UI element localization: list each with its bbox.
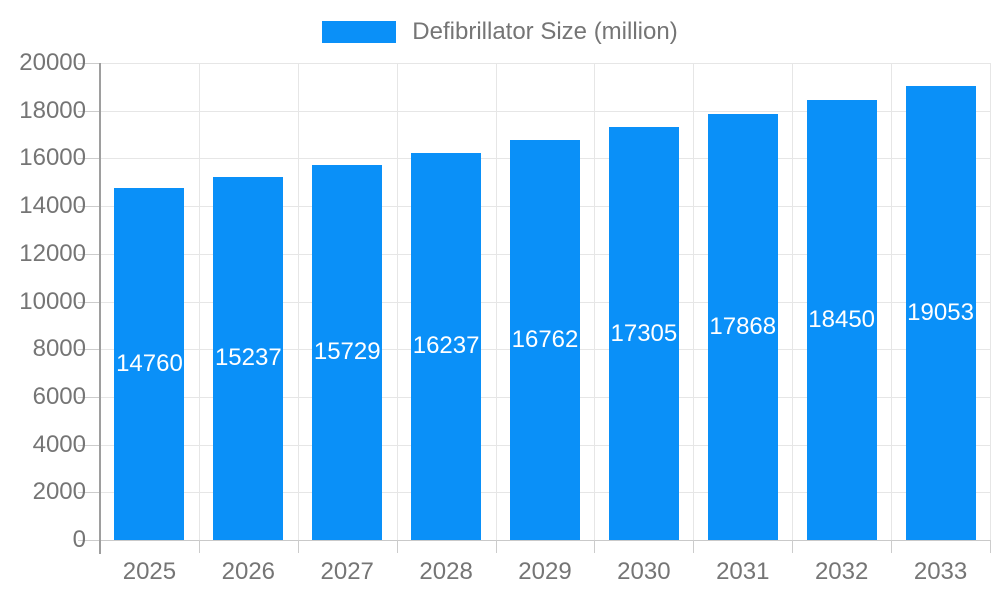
gridline-v: [792, 63, 794, 540]
bar-2025[interactable]: [114, 187, 185, 540]
x-axis-tick: [693, 540, 695, 553]
x-axis-label: 2030: [617, 558, 671, 585]
legend-swatch: [322, 21, 397, 43]
bar-value-label: 17305: [610, 319, 678, 347]
bar-value-label: 15237: [214, 344, 282, 372]
gridline-v: [297, 63, 299, 540]
x-axis-tick: [297, 540, 299, 553]
y-axis-tick: [78, 540, 100, 541]
y-axis-label: 0: [72, 526, 86, 553]
y-axis-tick: [78, 110, 100, 112]
x-axis-tick: [792, 540, 794, 553]
y-axis-tick: [78, 63, 100, 64]
gridline-v: [990, 63, 991, 540]
bar-value-label: 16762: [511, 326, 579, 354]
y-axis-label: 8000: [32, 335, 86, 363]
bar-value-label: 17868: [709, 312, 777, 340]
y-axis-tick: [78, 396, 100, 398]
x-axis-tick: [594, 540, 596, 553]
y-axis-label: 14000: [19, 192, 86, 220]
chart-legend[interactable]: Defibrillator Size (million): [0, 16, 1000, 48]
y-axis-tick: [78, 444, 100, 446]
x-axis-label: 2029: [518, 558, 572, 585]
gridline-v: [594, 63, 596, 540]
bar-value-label: 14760: [116, 349, 183, 377]
bar-2033[interactable]: [905, 85, 976, 540]
y-axis-line: [99, 63, 101, 554]
gridline-h: [100, 63, 990, 64]
x-axis-tick: [198, 540, 200, 553]
bar-value-label: 19053: [907, 298, 974, 326]
x-axis-tick: [396, 540, 398, 553]
y-axis-tick: [78, 492, 100, 494]
x-axis-tick: [495, 540, 497, 553]
gridline-h: [100, 540, 990, 541]
x-axis-tick: [990, 540, 991, 553]
y-axis-label: 12000: [19, 239, 86, 267]
y-axis-label: 10000: [19, 287, 86, 315]
x-axis-label: 2031: [716, 558, 770, 585]
x-axis-label: 2027: [320, 558, 374, 585]
gridline-v: [891, 63, 893, 540]
gridline-h: [100, 110, 990, 112]
gridline-v: [198, 63, 200, 540]
y-axis-tick: [78, 158, 100, 160]
gridline-v: [693, 63, 695, 540]
y-axis-label: 18000: [19, 96, 86, 124]
bar-2030[interactable]: [608, 127, 679, 540]
x-axis-label: 2028: [419, 558, 473, 585]
bar-2026[interactable]: [213, 176, 284, 540]
y-axis-label: 6000: [32, 382, 86, 410]
legend-label: Defibrillator Size (million): [412, 18, 678, 45]
y-axis-tick: [78, 349, 100, 351]
gridline-v: [495, 63, 497, 540]
y-axis-label: 4000: [32, 430, 86, 458]
bar-value-label: 18450: [808, 305, 876, 333]
gridline-v: [396, 63, 398, 540]
bar-value-label: 16237: [412, 332, 480, 360]
x-axis-label: 2033: [913, 558, 968, 585]
y-axis-tick: [78, 253, 100, 255]
y-axis-label: 16000: [19, 144, 86, 172]
bar-2027[interactable]: [312, 164, 383, 540]
y-axis-tick: [78, 301, 100, 303]
y-axis-label: 20000: [19, 49, 86, 76]
x-axis-label: 2025: [122, 558, 177, 585]
y-axis-label: 2000: [32, 478, 86, 506]
x-axis-tick: [891, 540, 893, 553]
x-axis-label: 2032: [814, 558, 869, 585]
bar-value-label: 15729: [313, 338, 381, 366]
y-axis-tick: [78, 206, 100, 208]
bar-2031[interactable]: [707, 113, 778, 540]
bar-2028[interactable]: [411, 152, 482, 540]
x-axis-label: 2026: [221, 558, 276, 585]
bar-2029[interactable]: [510, 140, 580, 540]
bar-2032[interactable]: [806, 99, 877, 540]
